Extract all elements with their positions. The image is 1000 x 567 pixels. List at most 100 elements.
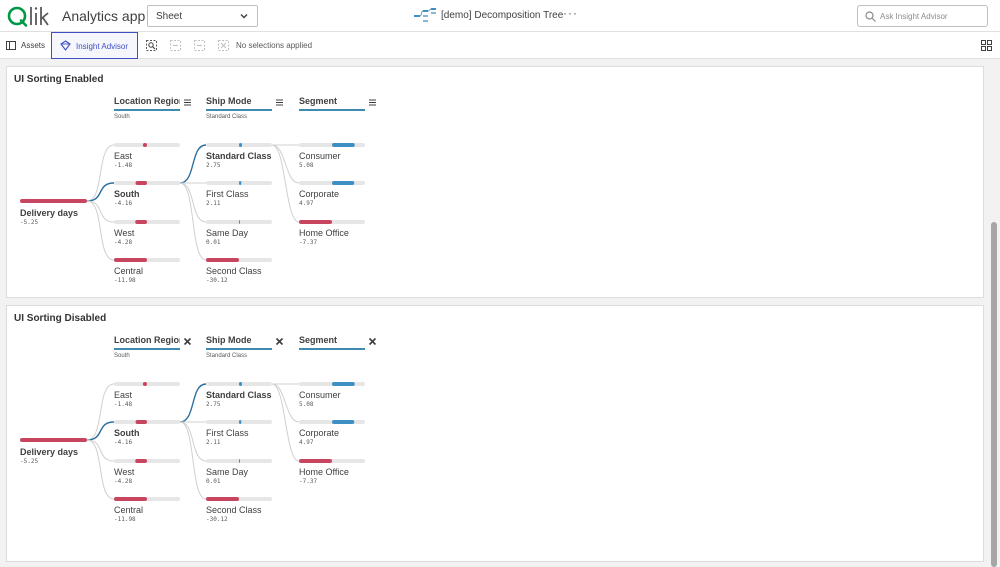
panel-title: UI Sorting Enabled xyxy=(14,74,104,85)
link-south-shipmode-0 xyxy=(179,144,207,184)
segment-node[interactable]: Corporate 4.97 xyxy=(299,428,369,446)
ship-mode-node[interactable]: Standard Class 2.75 xyxy=(206,390,276,408)
node-label: Delivery days xyxy=(20,447,79,457)
node-label: South xyxy=(114,189,140,199)
bar-consumer[interactable] xyxy=(332,143,355,147)
segment-node[interactable]: Home Office -7.37 xyxy=(299,467,369,485)
step-back-icon[interactable] xyxy=(170,40,181,51)
column-header[interactable]: Location Region South xyxy=(114,335,180,359)
grid-icon[interactable] xyxy=(981,40,992,51)
node-value: -30.12 xyxy=(206,277,228,284)
region-node[interactable]: West -4.28 xyxy=(114,467,184,485)
bar-east[interactable] xyxy=(142,143,147,147)
node-label: Corporate xyxy=(299,189,340,199)
bar-east[interactable] xyxy=(142,382,147,386)
segment-node[interactable]: Corporate 4.97 xyxy=(299,189,369,207)
column-header[interactable]: Location Region South xyxy=(114,96,180,120)
node-label: Same Day xyxy=(206,228,249,238)
column-title: Location Region xyxy=(114,335,180,345)
ship-mode-node[interactable]: Same Day 0.01 xyxy=(206,228,276,246)
assets-button[interactable]: Assets xyxy=(0,32,50,59)
node-label: Second Class xyxy=(206,505,262,515)
bar-second-class[interactable] xyxy=(206,258,239,262)
column-title: Ship Mode xyxy=(206,96,252,106)
region-node[interactable]: South -4.16 xyxy=(114,189,184,207)
region-node[interactable]: East -1.48 xyxy=(114,390,184,408)
ship-mode-node[interactable]: Same Day 0.01 xyxy=(206,467,276,485)
link-standard-segment-1 xyxy=(271,144,300,184)
column-header[interactable]: Ship Mode Standard Class xyxy=(206,335,272,359)
ship-mode-node[interactable]: First Class 2.11 xyxy=(206,189,276,207)
node-value: -5.25 xyxy=(20,458,39,465)
bar-first-class[interactable] xyxy=(239,420,242,424)
node-label: Standard Class xyxy=(206,390,272,400)
insight-advisor-search[interactable] xyxy=(857,5,988,27)
close-icon[interactable] xyxy=(183,337,192,346)
bar-consumer[interactable] xyxy=(332,382,355,386)
bar-west[interactable] xyxy=(135,459,147,463)
region-node[interactable]: Central -11.98 xyxy=(114,505,184,523)
bar-corporate[interactable] xyxy=(332,181,355,185)
node-label: Second Class xyxy=(206,266,262,276)
bar-first-class[interactable] xyxy=(239,181,242,185)
insight-advisor-button[interactable]: Insight Advisor xyxy=(51,32,138,59)
close-icon[interactable] xyxy=(275,337,284,346)
column-header[interactable]: Segment xyxy=(299,335,365,353)
qlik-logo[interactable] xyxy=(6,4,52,28)
step-forward-icon[interactable] xyxy=(194,40,205,51)
bar-central[interactable] xyxy=(114,258,147,262)
link-root-east xyxy=(86,144,115,202)
link-root-central xyxy=(86,439,115,500)
ship-mode-node[interactable]: First Class 2.11 xyxy=(206,428,276,446)
node-value: 2.11 xyxy=(206,200,221,207)
smart-search-icon[interactable] xyxy=(146,40,157,51)
menu-icon[interactable] xyxy=(183,98,192,107)
close-icon[interactable] xyxy=(368,337,377,346)
node-label: East xyxy=(114,151,133,161)
bar-south[interactable] xyxy=(135,420,147,424)
ship-mode-node[interactable]: Standard Class 2.75 xyxy=(206,151,276,169)
column-header[interactable]: Segment xyxy=(299,96,365,114)
bar-same-day[interactable] xyxy=(239,220,240,224)
bar-standard-class[interactable] xyxy=(239,143,243,147)
region-node[interactable]: Central -11.98 xyxy=(114,266,184,284)
column-underline xyxy=(206,348,272,350)
segment-node[interactable]: Consumer 5.08 xyxy=(299,151,369,169)
bar-central[interactable] xyxy=(114,497,147,501)
bar-south[interactable] xyxy=(135,181,147,185)
app-title[interactable]: Analytics app xyxy=(62,8,146,24)
node-label: Central xyxy=(114,266,144,276)
menu-icon[interactable] xyxy=(275,98,284,107)
bar-home-office[interactable] xyxy=(299,220,332,224)
segment-node[interactable]: Consumer 5.08 xyxy=(299,390,369,408)
bar-corporate[interactable] xyxy=(332,420,355,424)
node-value: 4.97 xyxy=(299,200,314,207)
search-input[interactable] xyxy=(880,10,984,23)
column-selected-value: South xyxy=(114,353,130,359)
segment-node[interactable]: Home Office -7.37 xyxy=(299,228,369,246)
region-node[interactable]: South -4.16 xyxy=(114,428,184,446)
bar-home-office[interactable] xyxy=(299,459,332,463)
more-options-icon[interactable]: ··· xyxy=(563,6,578,20)
bar-second-class[interactable] xyxy=(206,497,239,501)
node-value: 2.75 xyxy=(206,401,221,408)
tree-root-node[interactable]: Delivery days -5.25 xyxy=(20,447,90,465)
node-value: 4.97 xyxy=(299,439,314,446)
clear-selections-icon[interactable] xyxy=(218,40,229,51)
scrollbar-thumb[interactable] xyxy=(991,222,997,567)
link-root-east xyxy=(86,383,115,441)
region-node[interactable]: East -1.48 xyxy=(114,151,184,169)
menu-icon[interactable] xyxy=(368,98,377,107)
bar-same-day[interactable] xyxy=(239,459,240,463)
ship-mode-node[interactable]: Second Class -30.12 xyxy=(206,266,276,284)
bar-standard-class[interactable] xyxy=(239,382,243,386)
tree-root-node[interactable]: Delivery days -5.25 xyxy=(20,208,90,226)
ship-mode-node[interactable]: Second Class -30.12 xyxy=(206,505,276,523)
node-label: East xyxy=(114,390,133,400)
column-selected-value: Standard Class xyxy=(206,353,248,359)
sheet-selector[interactable]: Sheet xyxy=(147,5,258,27)
link-south-shipmode-3 xyxy=(179,421,207,500)
bar-west[interactable] xyxy=(135,220,147,224)
region-node[interactable]: West -4.28 xyxy=(114,228,184,246)
column-header[interactable]: Ship Mode Standard Class xyxy=(206,96,272,120)
